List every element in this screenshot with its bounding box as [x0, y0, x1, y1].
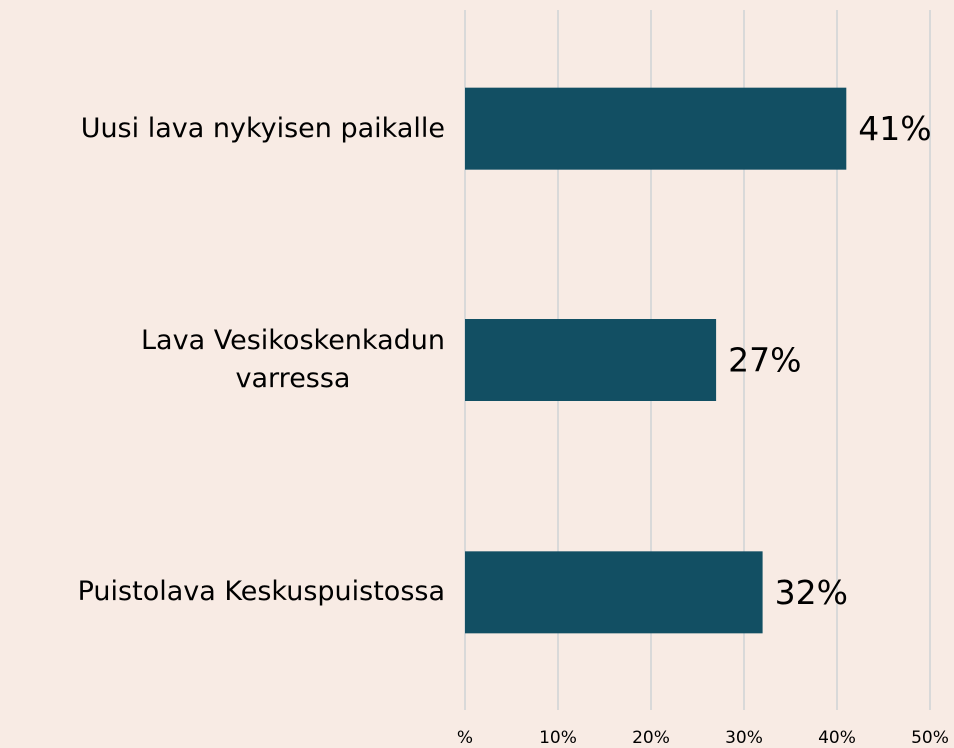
x-tick-label: 40% [818, 728, 856, 748]
x-tick-label: 20% [632, 728, 670, 748]
y-tick-label: Lava Vesikoskenkadun varressa [141, 325, 445, 394]
y-tick-label: Uusi lava nykyisen paikalle [80, 112, 445, 144]
x-tick-label: 10% [539, 728, 577, 748]
x-tick-label: 30% [725, 728, 763, 748]
value-label: 41% [858, 109, 931, 148]
bar [465, 319, 717, 401]
x-tick-label: 50% [911, 728, 949, 748]
y-tick-label: Puistolava Keskuspuistossa [77, 576, 445, 608]
x-tick-label: % [457, 728, 473, 748]
value-label: 32% [775, 573, 848, 612]
bar [465, 551, 763, 634]
value-label: 27% [728, 341, 801, 380]
bar [465, 87, 847, 170]
